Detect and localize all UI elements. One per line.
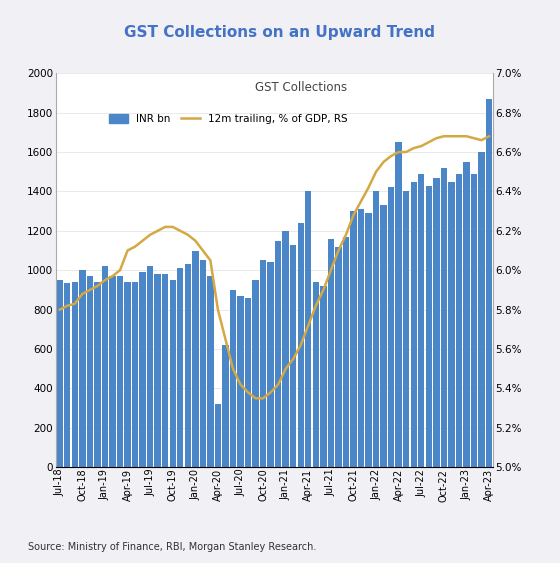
Bar (64, 283, 71, 467)
Legend: INR bn, 12m trailing, % of GDP, RS: INR bn, 12m trailing, % of GDP, RS (105, 110, 352, 128)
Bar (305, 191, 311, 467)
Bar (275, 241, 281, 467)
Bar (418, 173, 424, 467)
Bar (456, 173, 462, 467)
Bar (365, 213, 372, 467)
Bar (260, 260, 267, 467)
Bar (87, 276, 93, 467)
Bar (162, 274, 169, 467)
Bar (109, 276, 116, 467)
Bar (335, 247, 342, 467)
Bar (102, 266, 108, 467)
Bar (471, 173, 477, 467)
Text: GST Collections: GST Collections (255, 81, 347, 94)
Bar (185, 264, 191, 467)
Bar (373, 191, 379, 467)
Bar (290, 244, 296, 467)
Bar (214, 404, 221, 467)
Bar (170, 280, 176, 467)
Bar (478, 152, 485, 467)
Bar (177, 268, 184, 467)
Bar (207, 276, 213, 467)
Bar (463, 162, 470, 467)
Bar (343, 236, 349, 467)
Bar (328, 239, 334, 467)
Bar (132, 282, 138, 467)
Bar (395, 142, 402, 467)
Bar (388, 187, 394, 467)
Bar (230, 290, 236, 467)
Bar (117, 276, 123, 467)
Text: Source: Ministry of Finance, RBI, Morgan Stanley Research.: Source: Ministry of Finance, RBI, Morgan… (28, 542, 316, 552)
Bar (222, 345, 228, 467)
Bar (403, 191, 409, 467)
Bar (441, 168, 447, 467)
Bar (297, 223, 304, 467)
Bar (312, 282, 319, 467)
Bar (426, 186, 432, 467)
Bar (237, 296, 244, 467)
Bar (139, 272, 146, 467)
Bar (380, 205, 387, 467)
Bar (320, 286, 326, 467)
Bar (147, 266, 153, 467)
Bar (350, 211, 357, 467)
Bar (448, 181, 455, 467)
Text: GST Collections on an Upward Trend: GST Collections on an Upward Trend (124, 25, 436, 41)
Bar (79, 270, 86, 467)
Bar (94, 282, 101, 467)
Bar (200, 260, 206, 467)
Bar (57, 280, 63, 467)
Bar (72, 282, 78, 467)
Bar (486, 99, 492, 467)
Bar (410, 181, 417, 467)
Bar (358, 209, 364, 467)
Bar (433, 177, 440, 467)
Bar (245, 298, 251, 467)
Bar (192, 251, 199, 467)
Bar (268, 262, 274, 467)
Bar (124, 282, 130, 467)
Bar (282, 231, 289, 467)
Bar (155, 274, 161, 467)
Bar (253, 280, 259, 467)
